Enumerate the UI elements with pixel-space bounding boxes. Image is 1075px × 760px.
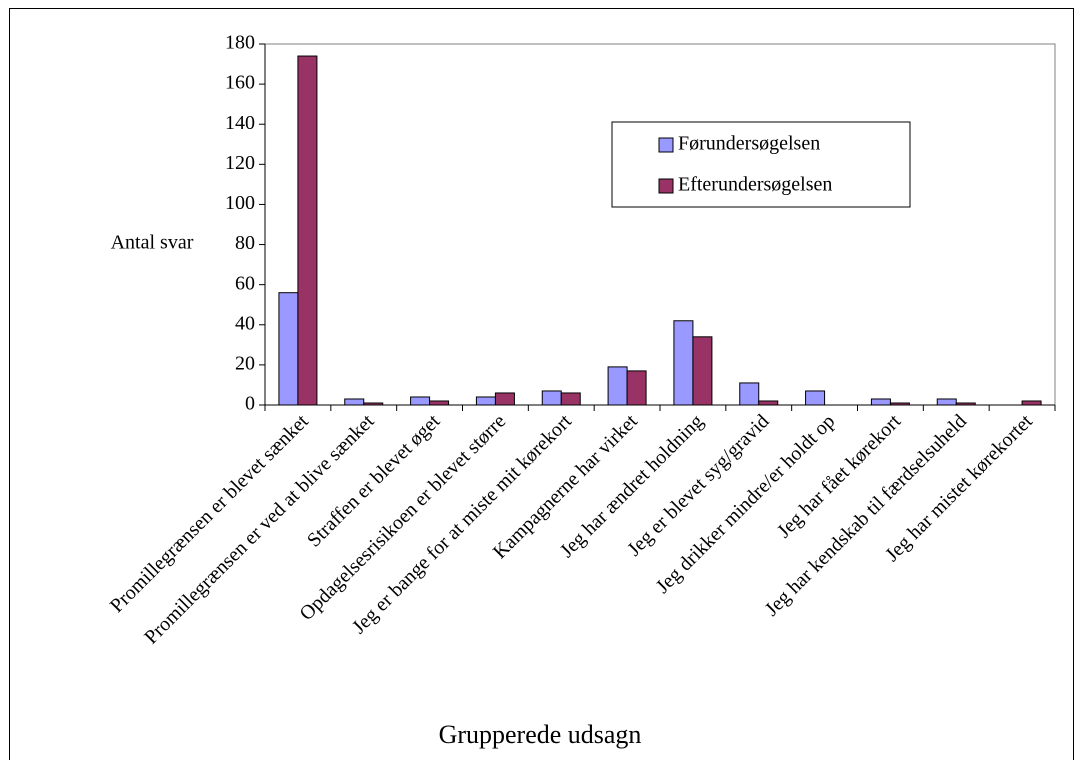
bar — [758, 400, 779, 406]
x-axis-label: Grupperede udsagn — [439, 720, 642, 749]
y-tick-label: 20 — [235, 352, 255, 374]
y-tick-label: 80 — [235, 232, 255, 254]
legend-label: Førundersøgelsen — [678, 133, 820, 155]
y-tick-label: 140 — [225, 112, 255, 134]
chart-border — [9, 8, 1074, 760]
legend-label: Efterundersøgelsen — [678, 174, 832, 196]
bar — [1021, 400, 1042, 406]
bar — [626, 370, 647, 406]
y-axis-label: Antal svar — [111, 232, 194, 254]
y-tick-label: 100 — [225, 192, 255, 214]
plot-area — [264, 43, 1056, 406]
y-tick-label: 40 — [235, 312, 255, 334]
legend-swatch — [658, 178, 674, 194]
bar — [870, 398, 891, 406]
y-tick-label: 180 — [225, 32, 255, 54]
bar — [494, 392, 515, 406]
legend-swatch — [658, 137, 674, 153]
bar — [936, 398, 957, 406]
bar — [410, 396, 431, 406]
bar — [541, 390, 562, 406]
x-tick-label: Promillegrænsen er ved at blive sænket — [140, 410, 379, 649]
y-tick-label: 160 — [225, 72, 255, 94]
bar — [278, 292, 299, 406]
y-tick-label: 0 — [245, 393, 255, 415]
x-tick-label: Jeg har fået kørekort — [773, 410, 905, 542]
bar — [297, 55, 318, 406]
bar — [560, 392, 581, 406]
y-tick-label: 120 — [225, 152, 255, 174]
y-tick-label: 60 — [235, 272, 255, 294]
bar — [805, 390, 826, 406]
bar — [607, 366, 628, 406]
bar — [344, 398, 365, 406]
bar — [475, 396, 496, 406]
bar — [673, 320, 694, 406]
bar — [692, 336, 713, 406]
bar — [739, 382, 760, 406]
bar — [429, 400, 450, 406]
